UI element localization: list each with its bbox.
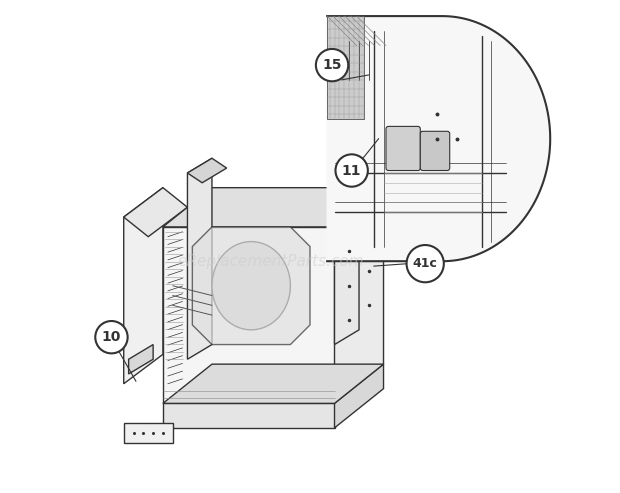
Ellipse shape: [212, 242, 290, 330]
Polygon shape: [335, 173, 359, 345]
Text: eReplacementParts.com: eReplacementParts.com: [177, 254, 364, 269]
Polygon shape: [163, 403, 335, 428]
Circle shape: [95, 321, 128, 353]
Polygon shape: [124, 188, 163, 384]
Polygon shape: [335, 364, 384, 428]
Polygon shape: [327, 16, 550, 261]
Polygon shape: [124, 188, 187, 237]
Circle shape: [335, 154, 368, 187]
Polygon shape: [327, 16, 364, 119]
Polygon shape: [335, 188, 384, 403]
Polygon shape: [163, 188, 384, 227]
Text: 10: 10: [102, 330, 121, 344]
FancyBboxPatch shape: [420, 131, 450, 171]
FancyBboxPatch shape: [386, 126, 420, 171]
Circle shape: [407, 245, 444, 282]
Polygon shape: [192, 227, 310, 345]
Polygon shape: [187, 158, 212, 359]
Polygon shape: [187, 158, 227, 183]
Polygon shape: [163, 227, 335, 403]
Polygon shape: [163, 364, 384, 403]
Text: 15: 15: [322, 58, 342, 72]
Polygon shape: [124, 423, 173, 443]
Text: 41c: 41c: [413, 257, 438, 270]
Circle shape: [316, 49, 348, 81]
Polygon shape: [128, 345, 153, 374]
Polygon shape: [335, 173, 374, 198]
Text: 11: 11: [342, 164, 361, 177]
